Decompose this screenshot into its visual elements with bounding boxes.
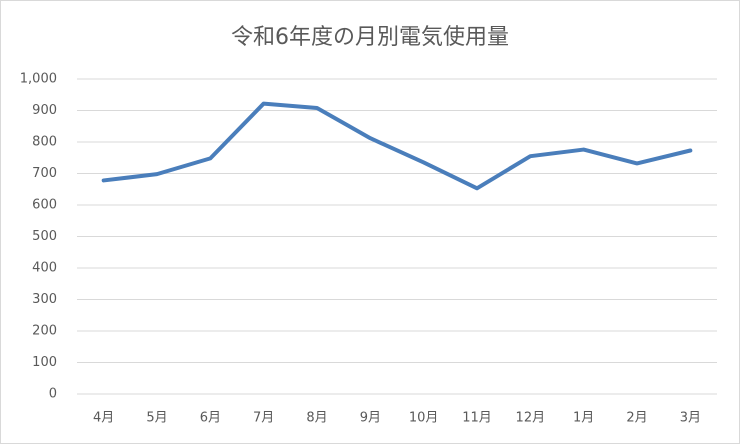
x-tick-label: 9月 [360,411,381,426]
x-tick-label: 6月 [200,411,221,426]
chart-title: 令和6年度の月別電気使用量 [231,25,509,50]
x-tick-label: 3月 [680,411,701,426]
x-tick-label: 12月 [516,411,546,426]
y-tick-label: 300 [32,292,57,307]
x-tick-label: 7月 [253,411,274,426]
x-tick-label: 8月 [306,411,327,426]
y-tick-label: 100 [32,355,57,370]
data-line [101,101,693,191]
y-tick-label: 900 [32,103,57,118]
x-tick-label: 10月 [409,411,439,426]
y-tick-label: 200 [32,324,57,339]
y-tick-label: 1,000 [20,72,57,87]
y-tick-label: 700 [32,166,57,181]
y-tick-label: 400 [32,261,57,276]
x-tick-label: 11月 [462,411,492,426]
y-tick-label: 0 [49,387,57,402]
y-tick-label: 800 [32,135,57,150]
x-tick-label: 5月 [146,411,167,426]
y-tick-label: 600 [32,198,57,213]
x-tick-label: 1月 [573,411,594,426]
x-tick-label: 4月 [93,411,114,426]
x-tick-label: 2月 [626,411,647,426]
y-tick-label: 500 [32,229,57,244]
